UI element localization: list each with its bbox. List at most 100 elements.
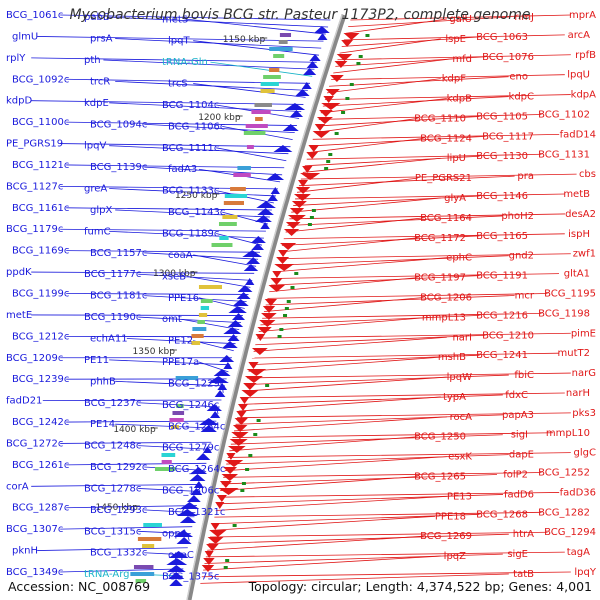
gene-label: BCG_1121c [12, 160, 69, 171]
forward-gene-arrow [173, 530, 194, 537]
leader-line [193, 83, 306, 98]
gene-label: pks3 [572, 408, 596, 419]
gene-label: BCG_1212c [12, 331, 69, 342]
reverse-gene-arrow [255, 334, 266, 341]
gene-label: metE [6, 310, 32, 321]
gene-label: fadD36 [560, 487, 596, 498]
leader-line [232, 432, 554, 438]
leader-line [318, 114, 542, 120]
reverse-gene-arrow [262, 306, 276, 313]
feature-block [243, 131, 266, 135]
leader-line [350, 14, 571, 21]
gene-label: BCG_1264c [168, 464, 225, 475]
reverse-gene-arrow [209, 530, 227, 537]
gene-label: mshB [438, 352, 466, 363]
gene-label: echA11 [90, 333, 128, 344]
feature-block [198, 313, 208, 317]
reverse-gene-arrow [216, 495, 227, 502]
leader-line [66, 207, 272, 211]
leader-line [187, 275, 251, 288]
feature-block [260, 89, 275, 93]
leader-line [201, 571, 571, 578]
forward-gene-arrow [295, 89, 310, 96]
leader-line [138, 316, 242, 323]
reverse-gene-arrow [232, 425, 248, 432]
gene-label: BCG_1110 [414, 113, 466, 124]
reverse-gene-arrow [295, 187, 311, 194]
forward-gene-arrow [228, 306, 247, 313]
leader-line [200, 573, 509, 584]
gene-label: kdpC [509, 92, 534, 103]
leader-line [337, 54, 571, 61]
reverse-gene-arrow [336, 54, 353, 61]
leader-line [115, 380, 225, 387]
leader-line [109, 145, 289, 155]
reverse-gene-arrow [203, 558, 215, 565]
reverse-gene-arrow [207, 537, 224, 544]
accession-text: Accession: NC_008769 [8, 579, 151, 594]
forward-gene-arrow [257, 208, 274, 215]
gene-label: pabB [84, 12, 110, 23]
leader-line [253, 336, 447, 352]
forward-gene-arrow [245, 278, 255, 285]
reverse-gene-arrow [270, 278, 283, 285]
feature-dash [341, 111, 346, 114]
forward-gene-arrow [189, 474, 206, 481]
reverse-gene-arrow [246, 369, 267, 376]
leader-line [138, 488, 201, 492]
leader-line [230, 434, 503, 445]
feature-block [130, 572, 155, 576]
forward-gene-arrow [270, 187, 280, 194]
leader-line [267, 293, 548, 299]
reverse-gene-arrow [323, 96, 334, 103]
feature-block [269, 47, 293, 51]
leader-line [269, 277, 418, 293]
gene-label: lpqV [84, 141, 106, 152]
leader-line [314, 118, 418, 134]
forward-gene-arrow [289, 110, 304, 117]
leader-line [66, 250, 260, 253]
gene-label: gnd2 [509, 251, 534, 262]
leader-line [31, 271, 255, 274]
gene-label: BCG_1229c [168, 378, 225, 389]
feature-dash [284, 307, 289, 310]
kbp-tick-label: 1300 kbp [153, 269, 196, 279]
gene-label: kdpB [447, 94, 472, 105]
gene-label: BCG_1143c [168, 207, 225, 218]
forward-gene-arrow [243, 264, 259, 271]
forward-gene-arrow [273, 145, 293, 152]
gene-label: BCG_1146 [476, 191, 528, 202]
reverse-gene-arrow [239, 397, 250, 404]
leader-line [144, 295, 247, 302]
leader-line [281, 235, 480, 246]
leader-line [138, 445, 210, 450]
forward-gene-arrow [198, 418, 219, 425]
reverse-gene-arrow [312, 131, 331, 138]
leader-line [302, 157, 441, 173]
gene-label: BCG_1294 [544, 527, 596, 538]
forward-gene-arrow [168, 551, 189, 558]
gene-label: BCG_1164 [420, 213, 472, 224]
gene-label: PE11 [84, 355, 109, 366]
gene-label: BCG_1131 [538, 149, 590, 160]
forward-gene-arrow [213, 369, 231, 376]
feature-block [197, 320, 205, 324]
leader-line [214, 511, 542, 518]
leader-line [324, 94, 571, 100]
feature-block [169, 418, 184, 422]
reverse-gene-arrow [243, 383, 257, 390]
forward-gene-arrow [166, 558, 188, 565]
forward-gene-arrow [176, 537, 192, 544]
reverse-gene-arrow [206, 544, 219, 551]
leader-line [227, 452, 571, 458]
feature-block [269, 68, 280, 72]
leader-line [109, 359, 231, 366]
feature-dash [365, 34, 370, 37]
forward-gene-arrow [200, 425, 217, 432]
reverse-gene-arrow [234, 418, 248, 425]
gene-label: oppA [162, 528, 188, 539]
reverse-gene-arrow [329, 75, 344, 82]
gene-label: BCG_1165 [476, 231, 528, 242]
reverse-gene-arrow [221, 474, 239, 481]
